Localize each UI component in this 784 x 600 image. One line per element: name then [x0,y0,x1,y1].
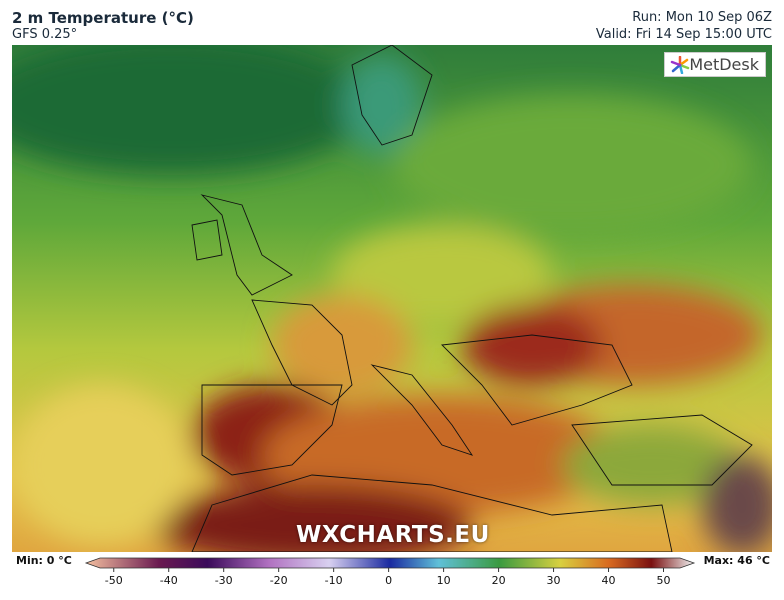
tick-label: -30 [215,574,233,587]
run-time: Run: Mon 10 Sep 06Z [632,10,772,25]
logo: MetDesk [664,52,766,77]
tick-label: 20 [492,574,506,587]
tick-label: 50 [657,574,671,587]
model: GFS 0.25° [12,27,78,42]
tick-label: 0 [385,574,392,587]
tick-label: 40 [602,574,616,587]
watermark: WXCHARTS.EU [296,522,490,548]
max-label: Max: 46 °C [704,554,770,567]
min-label: Min: 0 °C [16,554,72,567]
logo-text: MetDesk [689,55,759,74]
tick-label: -10 [325,574,343,587]
tick-label: 30 [547,574,561,587]
logo-icon [670,56,690,74]
colorbar: Min: 0 °C Max: 46 °C -50 -40 -30 -20 -10 0 10 2… [16,554,770,587]
tick-label: -50 [105,574,123,587]
tick-label: -40 [160,574,178,587]
colorbar-ramp [84,557,696,569]
title: 2 m Temperature (°C) [12,9,194,27]
tick-label: 10 [437,574,451,587]
tick-label: -20 [270,574,288,587]
valid-time: Valid: Fri 14 Sep 15:00 UTC [595,27,772,42]
temperature-map [12,45,772,552]
